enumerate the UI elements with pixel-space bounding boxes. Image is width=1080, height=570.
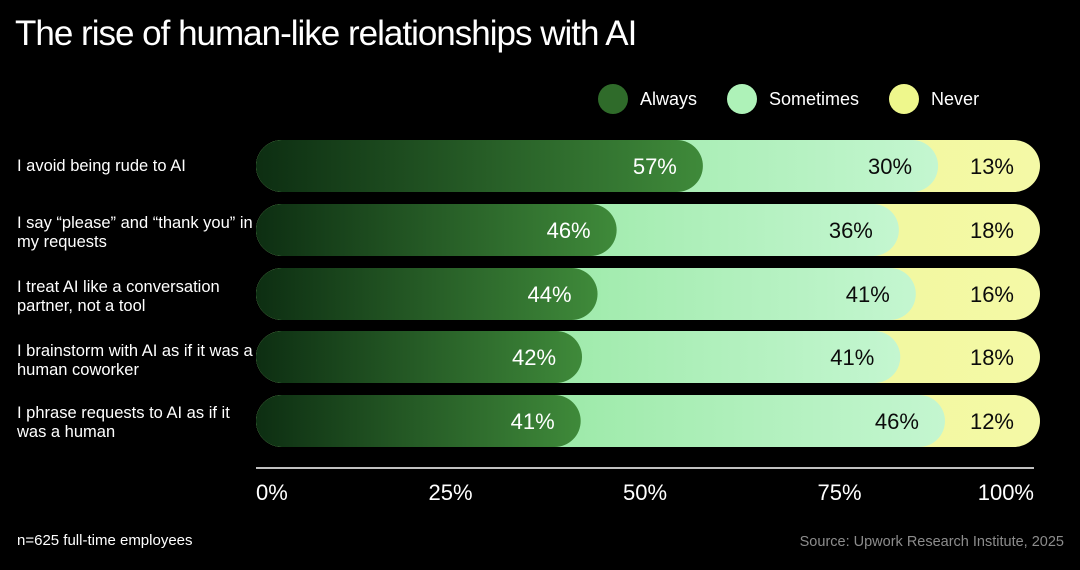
value-label-sometimes-row-3: 41%	[846, 282, 890, 307]
sample-size-note: n=625 full-time employees	[17, 532, 193, 549]
value-label-never-row-5: 12%	[970, 409, 1014, 434]
value-label-sometimes-row-1: 30%	[868, 154, 912, 179]
value-label-never-row-1: 13%	[970, 154, 1014, 179]
legend-item-never: Never	[889, 84, 979, 114]
value-label-always-row-2: 46%	[547, 218, 591, 243]
x-tick-label-5: 100%	[978, 480, 1034, 505]
row-label-3: I treat AI like a conversation partner, …	[17, 278, 220, 315]
value-label-sometimes-row-2: 36%	[829, 218, 873, 243]
x-axis-ticks: 0% 25% 50% 75% 100%	[256, 480, 1034, 505]
value-label-never-row-3: 16%	[970, 282, 1014, 307]
value-label-always-row-1: 57%	[633, 154, 677, 179]
bar-always-row-1	[256, 140, 703, 192]
legend-swatch-always	[598, 84, 628, 114]
bars-group: 57% 30% 13% 46% 36% 18% 44% 41% 16% 42% 41% 18% 41% 4…	[256, 140, 1040, 447]
legend-label-never: Never	[931, 88, 980, 109]
bar-always-row-5	[256, 395, 581, 447]
value-label-sometimes-row-4: 41%	[830, 345, 874, 370]
legend-swatch-sometimes	[727, 84, 758, 114]
x-tick-label-1: 0%	[256, 480, 288, 505]
row-label-1: I avoid being rude to AI	[17, 157, 186, 175]
value-label-always-row-5: 41%	[511, 409, 555, 434]
bar-always-row-3	[256, 268, 598, 320]
legend: Always Sometimes Never	[598, 84, 979, 114]
x-tick-label-2: 25%	[428, 480, 472, 505]
value-label-never-row-2: 18%	[970, 218, 1014, 243]
source-note: Source: Upwork Research Institute, 2025	[799, 534, 1064, 550]
legend-item-sometimes: Sometimes	[727, 84, 859, 114]
x-tick-label-4: 75%	[817, 480, 861, 505]
value-label-always-row-4: 42%	[512, 345, 556, 370]
row-label-5: I phrase requests to AI as if it was a h…	[17, 404, 230, 441]
legend-label-sometimes: Sometimes	[769, 88, 860, 109]
bar-always-row-4	[256, 331, 583, 383]
legend-item-always: Always	[598, 84, 697, 114]
legend-label-always: Always	[640, 88, 698, 109]
row-label-4: I brainstorm with AI as if it was a huma…	[17, 342, 253, 379]
chart-title: The rise of human-like relationships wit…	[15, 14, 637, 53]
bar-always-row-2	[256, 204, 617, 256]
legend-swatch-never	[889, 84, 920, 114]
x-tick-label-3: 50%	[623, 480, 667, 505]
value-label-sometimes-row-5: 46%	[875, 409, 919, 434]
value-label-never-row-4: 18%	[970, 345, 1014, 370]
value-label-always-row-3: 44%	[527, 282, 571, 307]
row-label-2: I say “please” and “thank you” in my req…	[17, 214, 253, 251]
